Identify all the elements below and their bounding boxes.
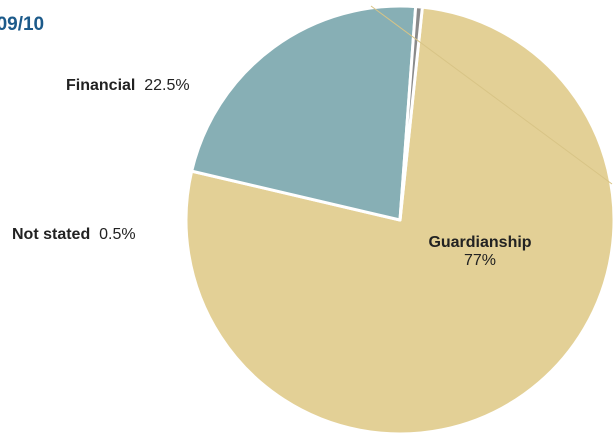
- label-guardianship-name: Guardianship: [428, 234, 532, 251]
- label-financial-value: 22.5%: [144, 77, 190, 94]
- pie-slice-financial: [190, 4, 418, 222]
- label-not-stated: Not stated 0.5%: [12, 226, 136, 244]
- label-guardianship: Guardianship 77%: [420, 234, 540, 270]
- label-not-stated-value: 0.5%: [99, 226, 136, 243]
- label-financial: Financial 22.5%: [66, 77, 190, 95]
- slice-seam-line: [370, 5, 613, 185]
- pie-slice-not-stated: [398, 5, 424, 222]
- label-financial-name: Financial: [66, 77, 136, 94]
- label-not-stated-name: Not stated: [12, 226, 91, 243]
- chart-title: 009/10: [0, 14, 45, 35]
- label-guardianship-value: 77%: [463, 252, 497, 269]
